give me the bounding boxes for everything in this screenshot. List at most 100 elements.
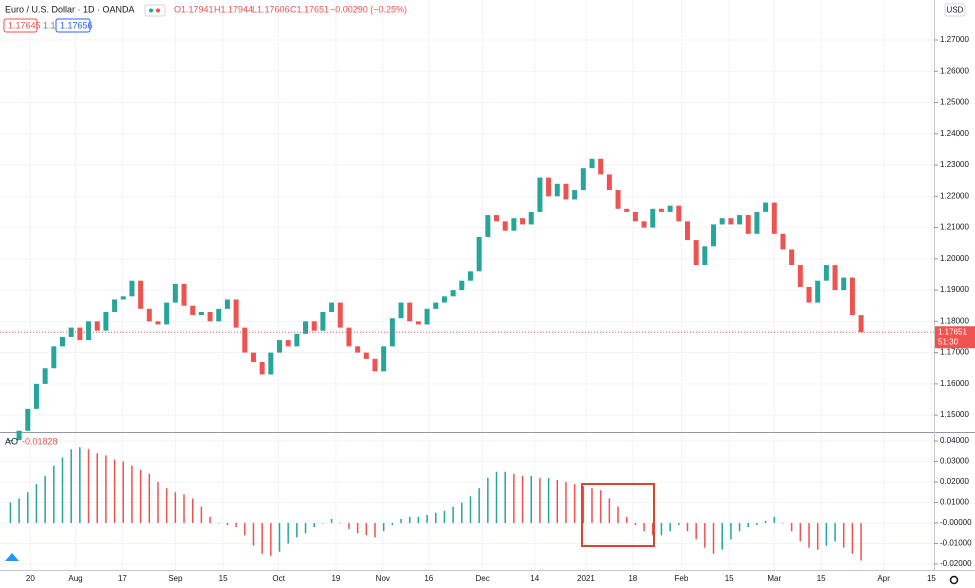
quantity: 1.1 — [43, 20, 56, 30]
candle — [407, 302, 413, 322]
ao-bar — [669, 523, 671, 532]
ao-bar — [105, 455, 107, 524]
ao-bar — [738, 523, 741, 532]
candle — [329, 302, 335, 312]
candle — [415, 321, 421, 325]
ao-bar — [539, 477, 541, 524]
candle — [146, 308, 152, 322]
ao-bar — [131, 465, 133, 524]
ao-bar — [426, 514, 428, 524]
candle — [849, 277, 855, 316]
y-tick-label: 1.18000 — [940, 316, 969, 325]
candle — [277, 340, 283, 353]
symbol-title: Euro / U.S. Dollar · 1D · OANDA — [5, 4, 135, 14]
ao-bar — [70, 449, 72, 524]
candle — [563, 183, 569, 200]
ao-bar — [391, 523, 394, 526]
ao-bar — [191, 498, 194, 524]
ao-bar — [443, 510, 446, 524]
candle — [841, 277, 847, 291]
candle — [233, 299, 239, 328]
logo-icon[interactable] — [5, 553, 19, 561]
candle — [780, 233, 786, 250]
ao-bar — [660, 523, 663, 536]
candle — [797, 265, 803, 287]
ao-bar — [582, 486, 585, 524]
candle — [363, 352, 369, 359]
candle — [311, 321, 317, 331]
ao-bar — [842, 523, 845, 548]
candle — [59, 336, 65, 347]
status-badge — [144, 4, 166, 17]
ao-bar — [287, 523, 289, 544]
ao-bar — [365, 523, 368, 536]
candle — [424, 308, 430, 325]
candle — [485, 215, 491, 237]
ao-bar — [408, 516, 411, 524]
ao-bar — [217, 523, 220, 524]
ao-bar — [643, 523, 645, 532]
ao-bar — [53, 465, 55, 524]
ohlc-open: O1.17941 — [174, 4, 214, 14]
ao-bar — [356, 523, 359, 534]
candle — [7, 440, 13, 442]
candle — [467, 271, 473, 281]
x-tick-label: 14 — [530, 574, 539, 583]
candle — [745, 215, 751, 234]
ao-bar — [599, 490, 602, 524]
ao-bar — [322, 523, 324, 524]
ao-bar — [591, 488, 593, 524]
marks: 1.15000 1.16000 1.17000 1.18000 1.19000 1.200… — [0, 35, 975, 583]
y-tick-label: 1.16000 — [940, 379, 969, 388]
candle — [476, 236, 482, 272]
ao-bar — [348, 523, 350, 530]
ao-bar — [113, 459, 116, 524]
candle — [355, 346, 361, 353]
last-price-label: 1.17651 — [938, 327, 967, 336]
candle — [389, 318, 395, 347]
candle — [190, 305, 196, 316]
ao-bar — [495, 471, 498, 524]
ao-bar — [764, 520, 767, 524]
ao-bar — [400, 518, 402, 524]
x-tick-label: 18 — [628, 574, 637, 583]
x-tick-label: 15 — [817, 574, 826, 583]
candle — [224, 299, 230, 309]
ao-bar — [695, 523, 697, 540]
x-tick-label: Sep — [168, 574, 183, 583]
candle — [268, 352, 274, 375]
candle — [711, 224, 717, 247]
ao-bar — [79, 447, 81, 524]
indicator-value: -0.01828 — [22, 436, 58, 446]
ao-bar — [44, 475, 46, 524]
candle — [754, 211, 760, 234]
settings-icon[interactable] — [949, 575, 959, 585]
candle — [68, 327, 74, 337]
ohlc-high: H1.17944 — [214, 4, 253, 14]
y-tick-label: 1.26000 — [940, 66, 969, 75]
candle — [129, 280, 135, 297]
candle — [86, 321, 92, 341]
candle — [667, 205, 673, 212]
ask-price[interactable]: 1.17656 — [60, 20, 93, 30]
ao-bar — [417, 516, 420, 524]
candle — [832, 265, 838, 291]
candle — [702, 246, 708, 266]
ao-bar — [721, 523, 723, 550]
bid-price[interactable]: 1.17645 — [8, 20, 41, 30]
x-tick-label: Nov — [376, 574, 390, 583]
ao-bar — [825, 523, 828, 546]
buy-button[interactable] — [55, 18, 91, 33]
candle — [693, 240, 699, 266]
ao-bar — [226, 523, 229, 526]
status-dot — [149, 8, 153, 13]
ao-bar — [530, 475, 532, 524]
currency-badge[interactable] — [944, 3, 966, 17]
sell-button[interactable] — [3, 18, 38, 33]
currency[interactable]: USD — [947, 6, 964, 15]
candle — [441, 296, 447, 303]
candle — [372, 358, 378, 372]
ao-bar — [634, 523, 637, 526]
candle — [528, 211, 534, 225]
